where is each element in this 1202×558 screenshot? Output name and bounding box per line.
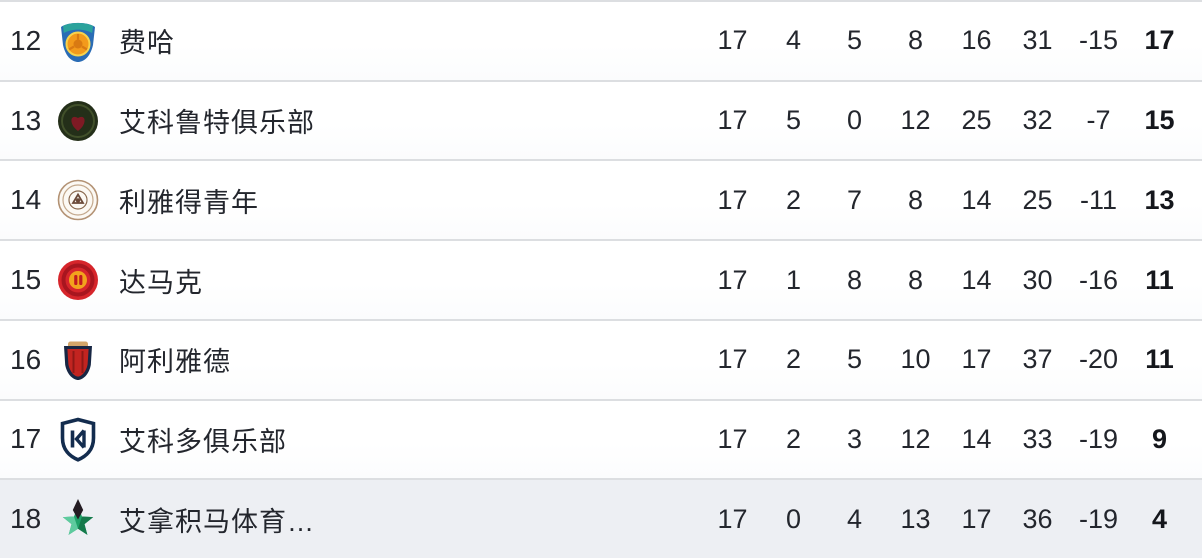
stat-goal-diff: -11 [1079,184,1118,215]
stat-drawn: 4 [846,503,863,534]
team-name[interactable]: 艾拿积马体育… [119,506,315,537]
stat-goal-diff: -19 [1078,423,1119,454]
stat-goals-for: 17 [961,344,992,375]
stat-points: 4 [1151,503,1168,534]
stat-drawn: 7 [846,184,863,215]
al-najma-icon [54,495,102,543]
rank-number: 14 [10,184,42,216]
stat-lost: 12 [900,105,931,136]
al-fayha-icon [54,17,102,65]
stat-goal-diff: -20 [1078,344,1119,375]
stat-goal-diff: -16 [1078,264,1119,295]
team-name[interactable]: 费哈 [119,28,175,59]
team-name[interactable]: 艾科多俱乐部 [119,426,287,457]
stat-goal-diff: -15 [1078,25,1119,56]
stat-won: 2 [785,423,802,454]
stat-lost: 8 [907,25,924,56]
stat-played: 17 [717,503,748,534]
stat-played: 17 [717,423,748,454]
stat-won: 1 [785,264,802,295]
stat-won: 0 [785,503,802,534]
stat-won: 4 [785,25,802,56]
al-okhdood-icon [54,97,102,145]
table-row[interactable]: 18 艾拿积马体育… 17 0 4 13 17 36 -19 4 [0,478,1202,558]
stat-lost: 10 [900,344,931,375]
al-kholood-icon [54,415,102,463]
stat-goals-for: 14 [961,423,992,454]
rank-number: 18 [10,503,42,535]
stat-goals-for: 14 [961,264,992,295]
team-name[interactable]: 达马克 [119,267,203,298]
team-name[interactable]: 阿利雅德 [119,347,231,378]
stat-drawn: 3 [846,423,863,454]
stat-points: 9 [1151,423,1168,454]
stat-drawn: 5 [846,344,863,375]
stat-points: 11 [1145,344,1174,375]
team-stats: 17 2 5 10 17 37 -20 11 [702,344,1190,375]
stat-lost: 8 [907,184,924,215]
stat-drawn: 0 [846,105,863,136]
stat-goals-for: 25 [961,105,992,136]
damac-icon [54,256,102,304]
rank-number: 15 [10,264,42,296]
stat-played: 17 [717,344,748,375]
team-stats: 17 5 0 12 25 32 -7 15 [702,105,1190,136]
team-stats: 17 2 7 8 14 25 -11 13 [702,185,1190,216]
table-row[interactable]: 17 艾科多俱乐部 17 2 3 12 14 33 -19 9 [0,398,1202,479]
stat-points: 17 [1144,25,1175,56]
table-row[interactable]: 16 阿利雅德 17 2 5 10 17 37 -20 11 [0,318,1202,399]
table-row[interactable]: 13 艾科鲁特俱乐部 17 5 0 12 25 32 -7 15 [0,79,1202,160]
rank-number: 17 [10,423,42,455]
stat-won: 5 [785,105,802,136]
team-stats: 17 2 3 12 14 33 -19 9 [702,424,1190,455]
stat-lost: 8 [907,264,924,295]
rank-number: 12 [10,24,42,56]
stat-goals-against: 32 [1022,105,1053,136]
stat-goals-against: 36 [1022,503,1053,534]
team-stats: 17 0 4 13 17 36 -19 4 [702,504,1190,535]
table-row[interactable]: 12 费哈 17 4 5 8 16 31 -15 17 [0,0,1202,80]
stat-points: 11 [1145,264,1174,295]
stat-goal-diff: -7 [1086,105,1111,136]
stat-won: 2 [785,184,802,215]
table-row[interactable]: 14 利雅得青年 17 2 7 8 14 25 -11 13 [0,159,1202,240]
team-name[interactable]: 艾科鲁特俱乐部 [119,108,315,139]
riyadh-youth-icon [54,176,102,224]
stat-goals-for: 17 [961,503,992,534]
stat-goal-diff: -19 [1078,503,1119,534]
stat-goals-against: 33 [1022,423,1053,454]
stat-points: 15 [1144,105,1175,136]
rank-number: 13 [10,104,42,136]
stat-lost: 13 [900,503,931,534]
stat-goals-against: 25 [1022,184,1053,215]
team-stats: 17 1 8 8 14 30 -16 11 [702,265,1190,296]
stat-played: 17 [717,25,748,56]
stat-goals-for: 16 [961,25,992,56]
team-name[interactable]: 利雅得青年 [119,187,259,218]
rank-number: 16 [10,343,42,375]
stat-goals-against: 37 [1022,344,1053,375]
stat-goals-against: 30 [1022,264,1053,295]
stat-played: 17 [717,184,748,215]
stat-played: 17 [717,105,748,136]
al-riyadh-icon [54,336,102,384]
stat-drawn: 5 [846,25,863,56]
stat-played: 17 [717,264,748,295]
stat-goals-against: 31 [1022,25,1053,56]
stat-points: 13 [1144,184,1175,215]
stat-goals-for: 14 [961,184,992,215]
stat-won: 2 [785,344,802,375]
team-stats: 17 4 5 8 16 31 -15 17 [702,25,1190,56]
stat-drawn: 8 [846,264,863,295]
table-row[interactable]: 15 达马克 17 1 8 8 14 30 -16 11 [0,239,1202,319]
stat-lost: 12 [900,423,931,454]
